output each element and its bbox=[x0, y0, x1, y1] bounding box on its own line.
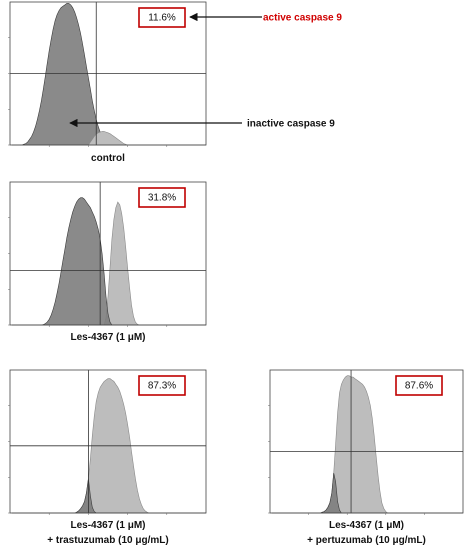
percentage-label: 87.3% bbox=[148, 381, 176, 392]
percentage-box bbox=[138, 187, 186, 208]
percentage-box bbox=[138, 7, 186, 28]
active-caspase-annotation: active caspase 9 bbox=[189, 13, 342, 24]
histogram-panel-2: 31.8% Les-4367 (1 μM) bbox=[8, 181, 207, 343]
histogram-panel-4: 87.6% Les-4367 (1 μM) + pertuzumab (10 μg/… bbox=[268, 369, 464, 546]
panel-caption-line: Les-4367 (1 μM) bbox=[329, 520, 404, 531]
inactive-caspase-label: inactive caspase 9 bbox=[247, 119, 335, 130]
percentage-box bbox=[138, 375, 186, 396]
panel-caption-line: Les-4367 (1 μM) bbox=[70, 520, 145, 531]
active-caspase-label: active caspase 9 bbox=[263, 13, 342, 24]
panels-layer: 11.6% control 31.8% Les-4367 (1 μM) 87.3% Les… bbox=[8, 1, 464, 546]
histogram-panel-1: 11.6% control bbox=[8, 1, 207, 164]
percentage-label: 31.8% bbox=[148, 193, 176, 204]
percentage-label: 11.6% bbox=[148, 13, 176, 24]
panel-caption-line: control bbox=[91, 153, 125, 164]
panel-caption-line: Les-4367 (1 μM) bbox=[70, 332, 145, 343]
panel-caption-line: + pertuzumab (10 μg/mL) bbox=[307, 535, 426, 546]
percentage-box bbox=[395, 375, 443, 396]
panel-caption-line: + trastuzumab (10 μg/mL) bbox=[47, 535, 168, 546]
histogram-panel-3: 87.3% Les-4367 (1 μM) + trastuzumab (10 μg… bbox=[8, 369, 207, 546]
inactive-caspase-annotation: inactive caspase 9 bbox=[69, 119, 335, 130]
percentage-label: 87.6% bbox=[405, 381, 433, 392]
